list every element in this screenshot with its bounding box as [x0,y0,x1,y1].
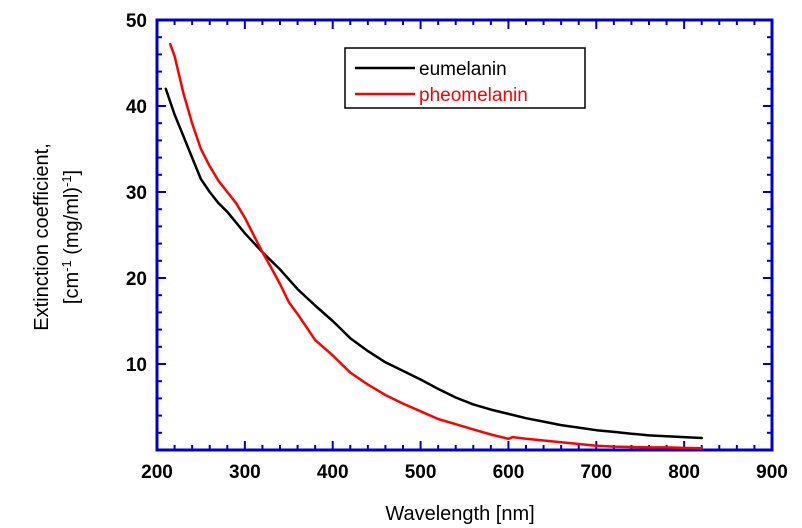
y-tick-label: 40 [126,97,147,118]
ylabel-middle: (mg/ml) [61,187,83,260]
x-tick-label: 600 [493,462,525,483]
legend: eumelanin pheomelanin [344,47,586,109]
x-tick-label: 400 [317,462,349,483]
y-axis-label-line2: [cm-1 (mg/ml)-1] [59,170,84,304]
x-tick-label: 500 [405,462,437,483]
ylabel-suffix: ] [61,170,83,176]
legend-label-pheomelanin: pheomelanin [419,85,528,106]
y-tick-label: 50 [126,11,147,32]
y-tick-label: 10 [126,355,147,376]
y-axis-label-line1: Extinction coefficient, [31,143,53,331]
x-axis-label: Wavelength [nm] [385,503,534,525]
x-tick-label: 800 [668,462,700,483]
tick-labels-layer: 200 300 400 500 600 700 800 900 10 20 30 40 50 [126,11,788,483]
x-tick-label: 900 [756,462,788,483]
x-tick-label: 300 [229,462,261,483]
y-tick-label: 20 [126,269,147,290]
plot-frame [155,18,774,452]
ticks-layer [156,19,773,451]
ylabel-sup2: -1 [59,175,74,187]
series-line-eumelanin [164,87,703,440]
y-axis-label-units: [cm-1 (mg/ml)-1] [59,170,84,304]
legend-label-eumelanin: eumelanin [419,59,507,80]
y-tick-label: 30 [126,183,147,204]
ylabel-prefix: [cm [61,272,83,304]
y-axis-label: Extinction coefficient, [31,143,53,331]
x-tick-label: 200 [141,462,173,483]
x-tick-label: 700 [580,462,612,483]
series-layer [164,42,703,450]
legend-box [344,47,586,109]
series-line-pheomelanin [168,42,703,450]
ylabel-sup1: -1 [59,260,74,272]
